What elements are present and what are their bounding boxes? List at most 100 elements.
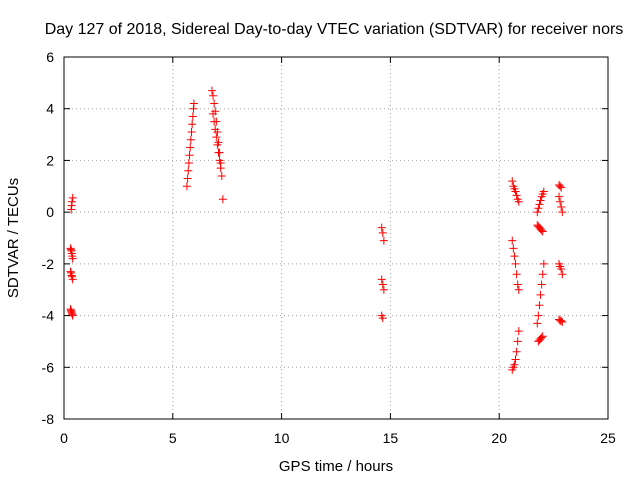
- data-point: [183, 174, 192, 183]
- data-point: [538, 227, 547, 236]
- series-arc-14c: [377, 311, 387, 323]
- data-point: [68, 311, 77, 320]
- series-arc-21c: [533, 259, 548, 328]
- data-point: [537, 333, 546, 342]
- data-point: [535, 301, 544, 310]
- data-point: [378, 280, 387, 289]
- y-tick-label: -4: [42, 308, 55, 324]
- data-point: [512, 347, 521, 356]
- y-axis-label: SDTVAR / TECUs: [5, 178, 22, 298]
- data-point: [510, 360, 519, 369]
- data-point: [213, 140, 222, 149]
- series-arc-14a: [377, 223, 388, 245]
- data-point: [537, 226, 546, 235]
- y-tick-label: 6: [46, 49, 54, 65]
- data-point: [210, 99, 219, 108]
- data-point: [510, 252, 519, 261]
- data-point: [513, 337, 522, 346]
- data-point: [512, 270, 521, 279]
- data-point: [377, 275, 386, 284]
- x-tick-label: 0: [60, 430, 68, 446]
- data-point: [377, 223, 386, 232]
- x-axis-label: GPS time / hours: [279, 458, 393, 475]
- data-point: [558, 208, 567, 217]
- data-point: [188, 112, 197, 121]
- plot-frame: [63, 56, 609, 420]
- axis-ticks: 0 5 10 15 20 25 -8 -6 -4 -2 0 2 4 6: [42, 49, 616, 446]
- data-point: [539, 259, 548, 268]
- x-tick-label: 20: [491, 430, 507, 446]
- data-point: [186, 143, 195, 152]
- data-point: [514, 327, 523, 336]
- chart-title: Day 127 of 2018, Sidereal Day-to-day VTE…: [45, 21, 624, 38]
- data-point: [511, 355, 520, 364]
- data-point: [188, 120, 197, 129]
- data-point: [513, 280, 522, 289]
- series-arc-22a: [555, 180, 566, 192]
- data-point: [512, 191, 521, 200]
- data-point: [508, 236, 517, 245]
- series-arc-21d: [534, 332, 547, 346]
- data-point: [535, 200, 544, 209]
- data-point: [216, 164, 225, 173]
- data-point: [557, 265, 566, 274]
- data-point: [511, 259, 520, 268]
- data-point: [215, 156, 224, 165]
- data-point: [214, 148, 223, 157]
- data-point: [68, 275, 77, 284]
- data-point: [538, 270, 547, 279]
- data-point: [187, 127, 196, 136]
- series-arc-20a: [508, 177, 523, 206]
- data-point: [539, 187, 548, 196]
- data-point: [378, 228, 387, 237]
- series-arc-21b: [533, 221, 547, 236]
- series-arc-20c: [508, 327, 523, 374]
- data-point: [558, 318, 567, 327]
- data-point: [514, 285, 523, 294]
- data-point: [379, 236, 388, 245]
- data-point: [211, 125, 220, 134]
- data-point: [533, 208, 542, 217]
- data-point: [189, 99, 198, 108]
- data-point: [538, 332, 547, 341]
- x-tick-label: 25: [600, 430, 616, 446]
- data-point: [184, 159, 193, 168]
- data-point: [533, 319, 542, 328]
- data-point: [185, 151, 194, 160]
- data-point: [509, 244, 518, 253]
- series-arc-22c: [555, 259, 567, 279]
- data-point: [68, 193, 77, 202]
- data-point: [536, 290, 545, 299]
- data-point: [68, 197, 77, 206]
- series-arc-20b: [508, 236, 523, 294]
- data-point: [378, 314, 387, 323]
- y-tick-label: -2: [42, 256, 55, 272]
- y-tick-label: 2: [46, 152, 54, 168]
- series-arc-00c: [66, 267, 77, 284]
- data-point: [210, 117, 219, 126]
- data-point: [514, 197, 523, 206]
- x-tick-label: 10: [274, 430, 290, 446]
- data-point: [557, 202, 566, 211]
- data-points: [66, 86, 567, 374]
- series-arc-00d: [66, 305, 77, 320]
- data-point: [555, 192, 564, 201]
- grid-lines: [64, 57, 608, 419]
- data-point: [508, 177, 517, 186]
- y-tick-label: -8: [42, 411, 55, 427]
- y-tick-label: -6: [42, 359, 55, 375]
- series-arc-00a: [67, 193, 77, 214]
- data-point: [182, 182, 191, 191]
- data-point: [557, 183, 566, 192]
- data-point: [379, 285, 388, 294]
- x-tick-label: 5: [169, 430, 177, 446]
- data-point: [537, 280, 546, 289]
- data-point: [68, 254, 77, 263]
- y-tick-label: 0: [46, 204, 54, 220]
- series-arc-21a: [533, 187, 548, 217]
- y-tick-label: 4: [46, 101, 54, 117]
- data-point: [212, 133, 221, 142]
- data-point: [186, 135, 195, 144]
- series-arc-14b: [377, 275, 388, 294]
